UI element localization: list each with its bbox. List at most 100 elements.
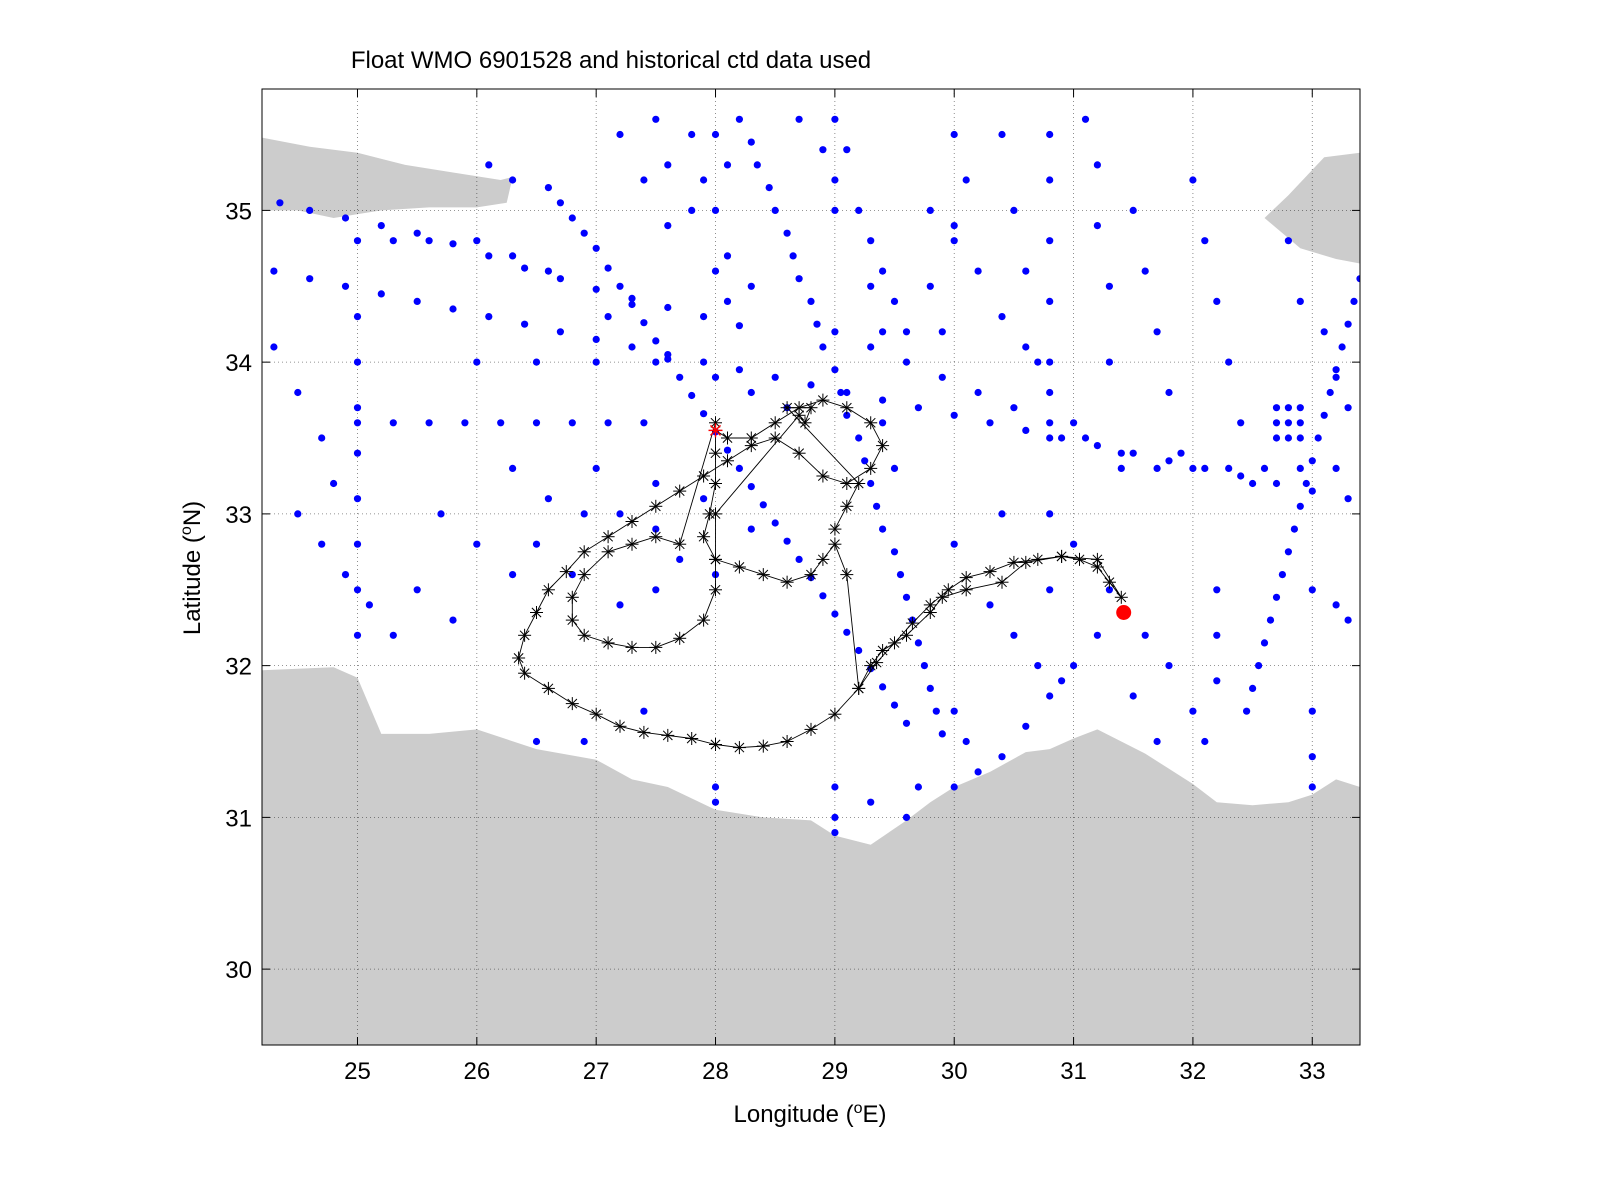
ctd-station-point (1243, 707, 1251, 715)
ctd-station-point (950, 222, 958, 230)
ctd-station-point (1141, 267, 1149, 275)
float-profile-marker (959, 583, 973, 597)
asterisk-stroke (1032, 554, 1043, 565)
x-tick-label: 32 (1180, 1058, 1207, 1085)
float-profile-marker (625, 640, 639, 654)
ctd-station-point (962, 176, 970, 184)
ctd-station-point (819, 146, 827, 154)
ctd-station-point (1046, 358, 1054, 366)
ctd-station-point (580, 737, 588, 746)
ctd-station-point (950, 411, 958, 419)
ctd-station-point (902, 719, 911, 727)
asterisk-stroke (907, 618, 918, 629)
float-track-layer (512, 393, 1132, 755)
ctd-station-point (950, 237, 958, 245)
asterisk-stroke (961, 584, 972, 595)
ctd-station-point (998, 753, 1006, 761)
ctd-station-point (353, 540, 362, 548)
ctd-station-point (861, 457, 869, 465)
ctd-station-point (873, 502, 881, 510)
ctd-station-point (1046, 692, 1054, 700)
float-profile-marker (709, 507, 722, 521)
ctd-station-point (783, 537, 791, 545)
ctd-station-point (1278, 571, 1286, 579)
ctd-station-point (1165, 662, 1173, 670)
float-profile-marker (1073, 552, 1086, 566)
ctd-station-point (700, 495, 708, 503)
asterisk-stroke (758, 569, 769, 580)
ctd-station-point (688, 206, 696, 214)
float-profile-marker (709, 738, 722, 751)
ctd-station-point (1225, 464, 1233, 472)
asterisk-stroke (800, 417, 810, 428)
ctd-station-point (807, 381, 815, 389)
ctd-station-point (1272, 479, 1281, 488)
ctd-station-point (867, 479, 875, 488)
ctd-station-point (1034, 662, 1042, 670)
ctd-station-point (1153, 464, 1161, 472)
ctd-station-point (902, 593, 911, 601)
asterisk-stroke (722, 433, 733, 443)
asterisk-stroke (829, 539, 840, 550)
float-profile-marker (959, 571, 973, 585)
asterisk-stroke (853, 478, 864, 489)
ctd-station-point (1117, 449, 1125, 457)
ctd-station-point (521, 320, 529, 328)
asterisk-stroke (698, 615, 709, 626)
ctd-station-point (604, 419, 612, 427)
ctd-station-point (1249, 684, 1257, 693)
ctd-station-point (413, 297, 421, 305)
ctd-station-point (962, 737, 970, 746)
ctd-station-point (1237, 472, 1245, 480)
ctd-station-point (1344, 616, 1352, 624)
ctd-station-point (819, 592, 827, 600)
ctd-station-point (1225, 358, 1233, 366)
float-profile-marker (840, 499, 854, 513)
float-profile-marker (935, 590, 949, 604)
ctd-station-point (938, 373, 946, 381)
ctd-station-point (783, 229, 791, 237)
asterisk-stroke (782, 402, 793, 413)
asterisk-stroke (746, 433, 757, 443)
float-profile-marker (709, 446, 722, 460)
ctd-station-point (1326, 388, 1334, 397)
float-profile-marker (792, 446, 806, 460)
asterisk-stroke (841, 569, 852, 580)
ctd-station-point (556, 275, 565, 283)
asterisk-stroke (579, 569, 590, 580)
ctd-station-point (640, 707, 648, 715)
asterisk-stroke (841, 402, 852, 413)
asterisk-stroke (722, 455, 733, 466)
float-last-position (1116, 605, 1132, 620)
asterisk-stroke (865, 660, 876, 671)
float-profile-marker (1019, 555, 1033, 569)
float-profile-marker (876, 644, 890, 657)
ctd-station-point (664, 161, 672, 169)
asterisk-stroke (794, 402, 805, 413)
ctd-station-point (855, 646, 863, 655)
ctd-station-point (711, 373, 720, 381)
float-profile-marker (625, 537, 639, 551)
ctd-station-point (831, 610, 839, 618)
asterisk-stroke (710, 417, 721, 428)
float-profile-marker (559, 565, 573, 579)
ctd-station-point (735, 115, 744, 123)
asterisk-stroke (817, 554, 828, 565)
ctd-station-point (688, 130, 696, 139)
ctd-station-point (867, 282, 875, 290)
ctd-station-point (544, 184, 553, 192)
ctd-station-point (473, 237, 481, 245)
ctd-station-point (879, 419, 887, 427)
ctd-station-point (1105, 586, 1113, 594)
ctd-station-point (616, 510, 624, 518)
ctd-station-point (473, 540, 481, 548)
ctd-station-point (950, 783, 958, 791)
ctd-station-point (1296, 464, 1304, 472)
ctd-station-point (1320, 328, 1328, 336)
ctd-station-point (795, 115, 803, 123)
float-profile-marker (518, 666, 532, 680)
ctd-station-point (604, 313, 612, 321)
float-profile-marker (512, 651, 526, 665)
ctd-station-point (950, 540, 958, 548)
ctd-station-point (700, 358, 708, 366)
